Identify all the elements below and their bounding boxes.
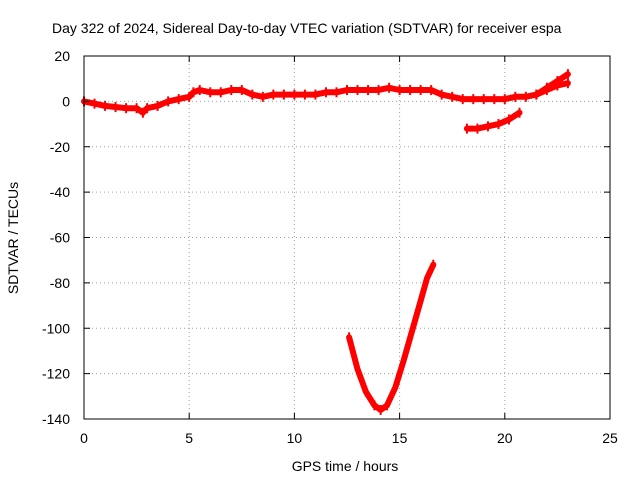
- y-axis-label: SDTVAR / TECUs: [5, 182, 21, 294]
- x-axis-label: GPS time / hours: [292, 458, 399, 474]
- y-tick-label: -100: [42, 320, 70, 336]
- series-upper-spread: [533, 80, 571, 98]
- y-tick-label: -20: [50, 139, 70, 155]
- plot-frame: [83, 55, 611, 420]
- x-tick-label: 0: [80, 430, 88, 446]
- x-tick-label: 5: [185, 430, 193, 446]
- y-tick-label: -120: [42, 366, 70, 382]
- axis-ticks: -140 -120 -100 -80 -60 -40 -20 0 20 0 5 10 15 20 25: [42, 48, 618, 446]
- series-short-track: [463, 109, 523, 132]
- chart-title: Day 322 of 2024, Sidereal Day-to-day VTE…: [52, 20, 562, 36]
- y-tick-label: 20: [54, 48, 70, 64]
- x-tick-label: 15: [392, 430, 408, 446]
- x-tick-label: 10: [287, 430, 303, 446]
- x-tick-label: 25: [602, 430, 618, 446]
- series-deep-dip: [346, 261, 437, 413]
- y-tick-label: -60: [50, 230, 70, 246]
- y-tick-label: -80: [50, 275, 70, 291]
- x-tick-label: 20: [497, 430, 513, 446]
- grid-lines: [84, 56, 610, 419]
- data-series: [81, 69, 571, 415]
- y-tick-label: -40: [50, 184, 70, 200]
- y-tick-label: -140: [42, 411, 70, 427]
- y-tick-label: 0: [62, 93, 70, 109]
